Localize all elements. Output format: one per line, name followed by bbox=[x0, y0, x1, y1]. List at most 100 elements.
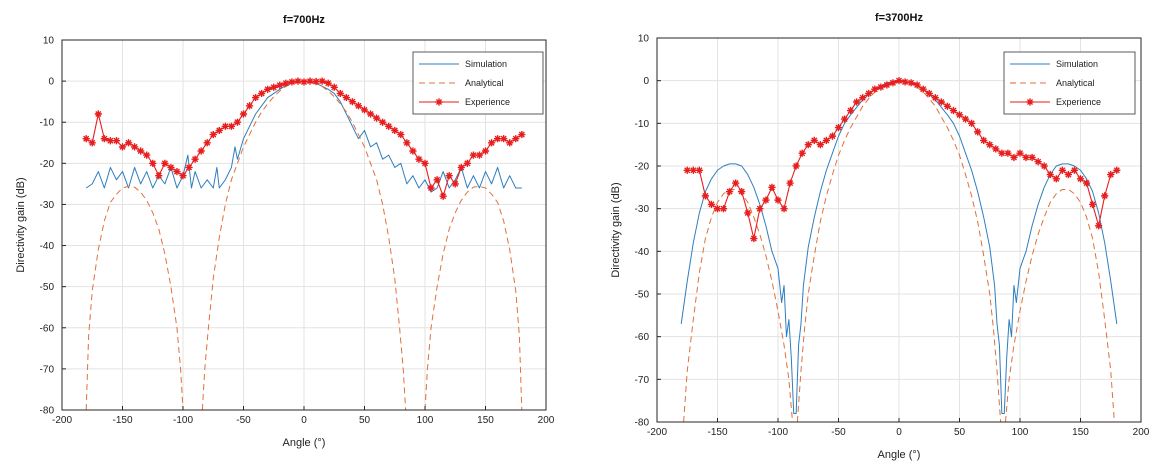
x-tick-label: 200 bbox=[1133, 427, 1150, 438]
experience-marker bbox=[1107, 170, 1115, 179]
experience-marker bbox=[518, 130, 526, 139]
legend-marker bbox=[1026, 98, 1034, 106]
experience-marker bbox=[324, 79, 332, 87]
x-axis-label: Angle (°) bbox=[878, 449, 921, 461]
chart-left: -200 -150 -100 -50 0 50 100 150 200100-10-20-30-… bbox=[15, 14, 555, 449]
experience-marker bbox=[865, 89, 873, 98]
experience-marker bbox=[167, 163, 175, 172]
experience-marker bbox=[955, 111, 964, 119]
x-tick-label: -100 bbox=[768, 427, 788, 438]
experience-marker bbox=[379, 118, 387, 126]
experience-marker bbox=[276, 81, 284, 89]
y-tick-label: 0 bbox=[643, 76, 649, 87]
experience-marker bbox=[1070, 166, 1079, 174]
experience-marker bbox=[943, 102, 951, 110]
x-tick-label: -100 bbox=[173, 415, 193, 426]
experience-marker bbox=[124, 139, 133, 147]
experience-marker bbox=[209, 130, 217, 139]
experience-marker bbox=[185, 163, 193, 172]
experience-marker bbox=[974, 128, 982, 136]
experience-marker bbox=[1052, 175, 1060, 183]
experience-marker bbox=[494, 135, 502, 143]
x-tick-label: -50 bbox=[236, 415, 251, 426]
experience-marker bbox=[828, 132, 837, 140]
y-tick-label: -20 bbox=[635, 162, 650, 173]
y-tick-label: -80 bbox=[635, 418, 650, 429]
experience-marker bbox=[1010, 153, 1018, 162]
experience-marker bbox=[487, 139, 496, 147]
experience-marker bbox=[233, 118, 242, 126]
experience-marker bbox=[1058, 166, 1066, 174]
experience-marker bbox=[871, 85, 879, 93]
legend-label: Simulation bbox=[465, 59, 507, 69]
experience-marker bbox=[131, 143, 139, 151]
legend-label: Analytical bbox=[1056, 78, 1095, 88]
experience-marker bbox=[859, 94, 867, 102]
experience-marker bbox=[300, 78, 308, 86]
experience-marker bbox=[173, 167, 181, 176]
experience-marker bbox=[112, 137, 121, 145]
experience-marker bbox=[215, 126, 223, 135]
experience-marker bbox=[707, 200, 716, 208]
experience-marker bbox=[980, 136, 988, 144]
experience-marker bbox=[1034, 158, 1042, 166]
experience-marker bbox=[713, 205, 722, 213]
experience-marker bbox=[762, 196, 770, 204]
experience-marker bbox=[1101, 192, 1109, 200]
experience-marker bbox=[1076, 175, 1085, 183]
experience-marker bbox=[155, 172, 163, 180]
experience-marker bbox=[203, 139, 211, 147]
y-tick-label: -60 bbox=[635, 332, 650, 343]
experience-marker bbox=[756, 205, 764, 213]
experience-marker bbox=[750, 234, 758, 243]
experience-marker bbox=[421, 159, 429, 167]
experience-marker bbox=[889, 79, 897, 87]
experience-marker bbox=[191, 155, 199, 163]
experience-marker bbox=[1113, 166, 1121, 174]
legend-label: Experience bbox=[1056, 97, 1101, 107]
experience-marker bbox=[804, 141, 812, 149]
legend-label: Simulation bbox=[1056, 59, 1098, 69]
experience-marker bbox=[354, 102, 363, 110]
experience-marker bbox=[282, 79, 290, 87]
x-tick-label: -150 bbox=[112, 415, 132, 426]
legend: Simulation Analytical Experience bbox=[1003, 51, 1136, 115]
y-tick-label: -60 bbox=[40, 323, 55, 334]
experience-marker bbox=[385, 122, 393, 130]
x-tick-label: 200 bbox=[538, 415, 555, 426]
experience-marker bbox=[931, 94, 939, 102]
legend-label: Analytical bbox=[465, 78, 504, 88]
experience-marker bbox=[683, 166, 691, 174]
experience-marker bbox=[397, 130, 405, 139]
experience-marker bbox=[445, 172, 453, 180]
experience-marker bbox=[1095, 222, 1103, 230]
y-axis-label: Directivity gain (dB) bbox=[610, 182, 622, 277]
experience-marker bbox=[907, 79, 915, 87]
experience-marker bbox=[726, 188, 734, 196]
experience-marker bbox=[469, 151, 477, 159]
experience-marker bbox=[475, 151, 484, 159]
experience-marker bbox=[373, 114, 381, 122]
x-tick-label: 100 bbox=[1012, 427, 1029, 438]
legend: Simulation Analytical Experience bbox=[412, 51, 544, 115]
y-tick-label: -50 bbox=[635, 290, 650, 301]
chart-title: f=3700Hz bbox=[875, 12, 924, 24]
series-layer bbox=[680, 77, 1121, 422]
y-tick-label: -10 bbox=[40, 118, 55, 129]
x-tick-label: 50 bbox=[359, 415, 371, 426]
experience-marker bbox=[312, 77, 320, 86]
experience-marker bbox=[106, 137, 114, 145]
experience-marker bbox=[360, 106, 369, 114]
experience-marker bbox=[816, 141, 824, 149]
experience-marker bbox=[919, 85, 927, 93]
experience-marker bbox=[227, 122, 235, 130]
experience-marker bbox=[695, 166, 703, 174]
chart-title: f=700Hz bbox=[283, 14, 325, 26]
experience-marker bbox=[719, 205, 728, 213]
experience-marker bbox=[294, 77, 302, 85]
experience-marker bbox=[149, 159, 157, 167]
x-tick-label: -150 bbox=[707, 427, 727, 438]
experience-marker bbox=[179, 172, 187, 180]
experience-marker bbox=[239, 110, 248, 118]
experience-marker bbox=[1064, 170, 1072, 179]
